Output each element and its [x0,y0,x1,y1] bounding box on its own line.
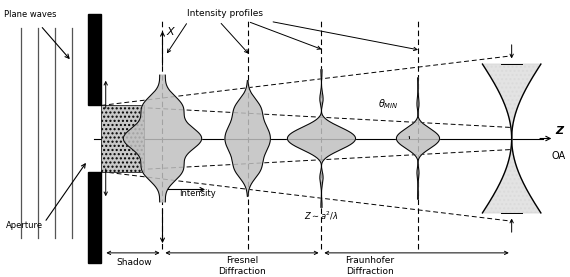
Bar [88,171,101,263]
Bar [88,14,101,106]
Text: $\theta_{MIN}$: $\theta_{MIN}$ [378,97,399,111]
Text: Diffraction: Diffraction [218,266,266,276]
Text: OA: OA [551,151,565,161]
Text: Z: Z [555,126,564,136]
Polygon shape [287,70,356,207]
Bar [101,106,144,171]
Text: $Z \sim a^2/\lambda$: $Z \sim a^2/\lambda$ [304,210,339,222]
Text: Shadow: Shadow [116,258,152,267]
Text: Diffraction: Diffraction [346,266,394,276]
Polygon shape [482,64,541,213]
Text: Fresnel: Fresnel [226,255,258,265]
Text: Intensity profiles: Intensity profiles [187,9,263,18]
Text: Aperture: Aperture [6,221,43,230]
Polygon shape [225,81,270,196]
Text: Fraunhofer: Fraunhofer [345,255,394,265]
Text: Plane waves: Plane waves [3,10,56,19]
Text: X: X [166,27,174,37]
Polygon shape [396,78,439,199]
Text: Intensity: Intensity [180,189,216,198]
Polygon shape [123,75,202,202]
